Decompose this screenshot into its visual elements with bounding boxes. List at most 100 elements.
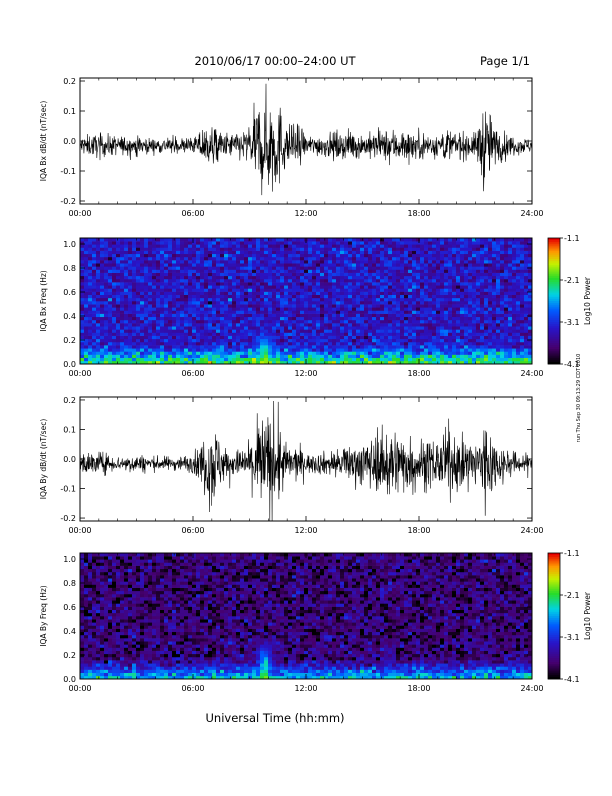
spectrogram-cell <box>468 307 472 310</box>
spectrogram-cell <box>116 260 120 263</box>
spectrogram-cell <box>252 247 256 250</box>
spectrogram-cell <box>256 282 260 285</box>
spectrogram-cell <box>92 594 96 597</box>
spectrogram-cell <box>316 288 320 291</box>
spectrogram-cell <box>300 273 304 276</box>
spectrogram-cell <box>316 241 320 244</box>
spectrogram-cell <box>304 251 308 254</box>
spectrogram-cell <box>264 336 268 339</box>
spectrogram-cell <box>436 351 440 354</box>
spectrogram-cell <box>336 320 340 323</box>
spectrogram-cell <box>244 355 248 358</box>
spectrogram-cell <box>368 358 372 361</box>
spectrogram-cell <box>448 301 452 304</box>
spectrogram-cell <box>400 247 404 250</box>
spectrogram-cell <box>308 282 312 285</box>
spectrogram-cell <box>268 358 272 361</box>
spectrogram-cell <box>156 238 160 241</box>
spectrogram-cell <box>88 358 92 361</box>
spectrogram-cell <box>156 276 160 279</box>
spectrogram-cell <box>216 241 220 244</box>
spectrogram-cell <box>92 641 96 644</box>
spectrogram-cell <box>80 673 84 676</box>
spectrogram-cell <box>416 298 420 301</box>
spectrogram-cell <box>88 282 92 285</box>
spectrogram-cell <box>96 333 100 336</box>
spectrogram-cell <box>480 329 484 332</box>
spectrogram-cell <box>168 257 172 260</box>
spectrogram-cell <box>252 241 256 244</box>
spectrogram-cell <box>180 314 184 317</box>
spectrogram-cell <box>244 323 248 326</box>
spectrogram-cell <box>428 254 432 257</box>
spectrogram-cell <box>148 266 152 269</box>
spectrogram-cell <box>208 329 212 332</box>
spectrogram-cell <box>184 323 188 326</box>
spectrogram-cell <box>268 254 272 257</box>
spectrogram-cell <box>432 339 436 342</box>
spectrogram-cell <box>392 345 396 348</box>
spectrogram-cell <box>136 251 140 254</box>
spectrogram-cell <box>184 292 188 295</box>
spectrogram-cell <box>320 273 324 276</box>
spectrogram-cell <box>264 310 268 313</box>
spectrogram-cell <box>92 644 96 647</box>
spectrogram-cell <box>216 333 220 336</box>
spectrogram-cell <box>360 295 364 298</box>
spectrogram-cell <box>100 348 104 351</box>
spectrogram-cell <box>420 247 424 250</box>
spectrogram-cell <box>388 304 392 307</box>
spectrogram-cell <box>156 320 160 323</box>
spectrogram-cell <box>320 285 324 288</box>
spectrogram-cell <box>240 301 244 304</box>
spectrogram-cell <box>108 351 112 354</box>
spectrogram-cell <box>128 323 132 326</box>
spectrogram-cell <box>296 257 300 260</box>
spectrogram-cell <box>148 270 152 273</box>
spectrogram-cell <box>320 358 324 361</box>
spectrogram-cell <box>452 276 456 279</box>
spectrogram-cell <box>88 572 92 575</box>
spectrogram-cell <box>292 273 296 276</box>
spectrogram-cell <box>388 238 392 241</box>
spectrogram-cell <box>120 257 124 260</box>
spectrogram-cell <box>444 351 448 354</box>
spectrogram-cell <box>212 260 216 263</box>
spectrogram-cell <box>280 257 284 260</box>
spectrogram-cell <box>464 333 468 336</box>
spectrogram-cell <box>468 326 472 329</box>
spectrogram-cell <box>360 298 364 301</box>
spectrogram-cell <box>400 333 404 336</box>
spectrogram-cell <box>320 329 324 332</box>
spectrogram-cell <box>140 270 144 273</box>
spectrogram-cell <box>396 292 400 295</box>
spectrogram-cell <box>200 304 204 307</box>
spectrogram-cell <box>284 241 288 244</box>
spectrogram-cell <box>384 314 388 317</box>
spectrogram-cell <box>120 358 124 361</box>
spectrogram-cell <box>176 244 180 247</box>
spectrogram-cell <box>244 292 248 295</box>
spectrogram-cell <box>344 251 348 254</box>
spectrogram-cell <box>88 575 92 578</box>
spectrogram-cell <box>436 348 440 351</box>
spectrogram-cell <box>156 298 160 301</box>
spectrogram-cell <box>196 241 200 244</box>
spectrogram-cell <box>220 304 224 307</box>
spectrogram-cell <box>356 295 360 298</box>
spectrogram-cell <box>280 288 284 291</box>
spectrogram-cell <box>480 348 484 351</box>
spectrogram-cell <box>104 355 108 358</box>
spectrogram-cell <box>144 276 148 279</box>
spectrogram-cell <box>224 244 228 247</box>
spectrogram-cell <box>264 263 268 266</box>
spectrogram-cell <box>228 251 232 254</box>
spectrogram-cell <box>516 317 520 320</box>
spectrogram-cell <box>520 298 524 301</box>
spectrogram-cell <box>332 345 336 348</box>
spectrogram-cell <box>172 351 176 354</box>
spectrogram-cell <box>416 326 420 329</box>
spectrogram-cell <box>456 345 460 348</box>
spectrogram-cell <box>468 310 472 313</box>
spectrogram-cell <box>168 251 172 254</box>
